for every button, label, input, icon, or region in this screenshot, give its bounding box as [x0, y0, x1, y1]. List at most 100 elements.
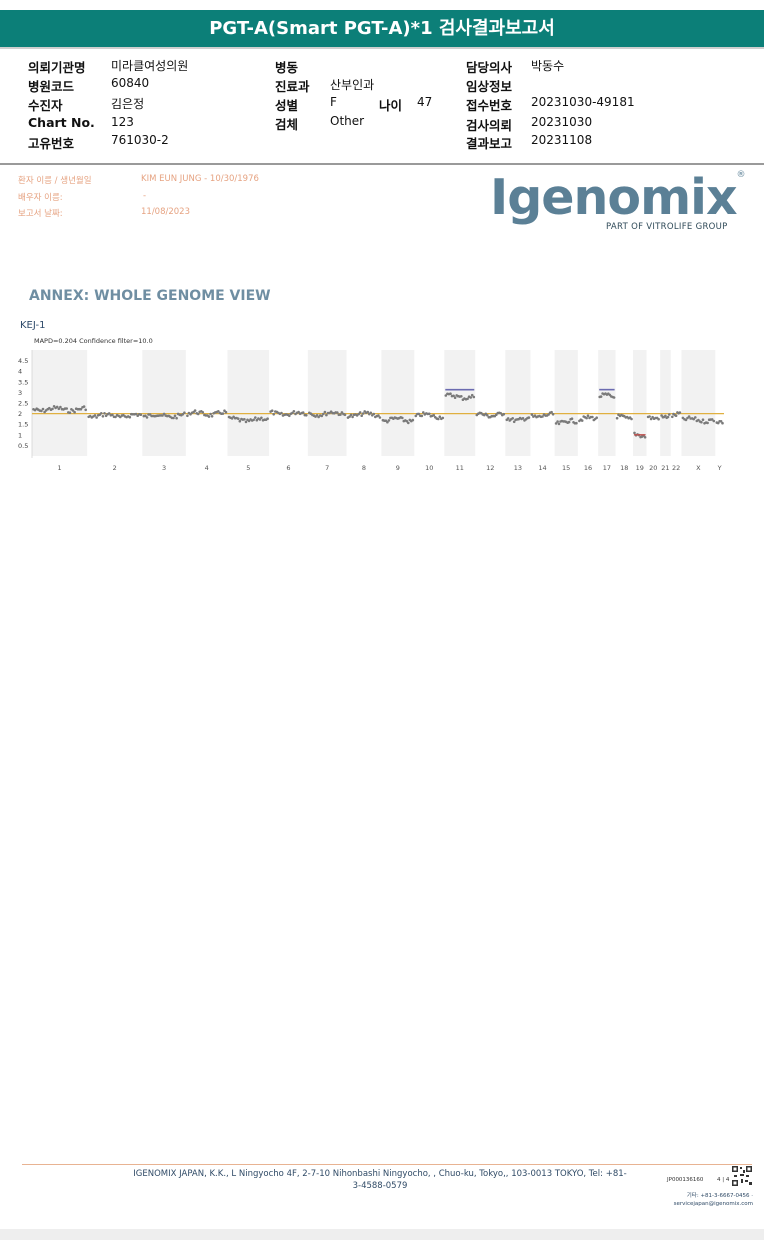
- cn-point: [422, 411, 425, 414]
- cn-point: [315, 414, 319, 417]
- cn-point: [79, 407, 83, 411]
- cn-point: [366, 410, 370, 414]
- cn-point: [469, 396, 473, 399]
- label-clinical-info: 임상정보: [466, 79, 513, 94]
- igenomix-logo: Igenomix® PART OF VITROLIFE GROUP: [490, 170, 760, 240]
- cn-point: [712, 419, 716, 423]
- cn-point: [502, 412, 506, 416]
- cn-point: [414, 414, 418, 418]
- cn-point: [162, 412, 166, 416]
- cn-point: [260, 416, 263, 420]
- report-date-value: 11/08/2023: [141, 207, 190, 217]
- cn-point: [407, 421, 410, 425]
- chromosome-label: 9: [396, 464, 400, 472]
- cn-point: [348, 415, 351, 418]
- cn-point: [438, 415, 442, 418]
- cn-point: [387, 419, 391, 422]
- cn-point: [441, 416, 445, 420]
- y-tick-label: 2.5: [18, 400, 28, 408]
- cn-point: [437, 417, 440, 421]
- cn-point: [684, 418, 688, 422]
- patient-name-value: KIM EUN JUNG - 10/30/1976: [141, 174, 259, 184]
- cn-point: [59, 405, 62, 409]
- value-unique-no: 761030-2: [111, 133, 169, 147]
- cn-point: [556, 420, 559, 423]
- cn-point: [541, 415, 544, 418]
- cn-point: [351, 415, 354, 419]
- bottom-bar: [0, 1229, 764, 1240]
- cn-point: [266, 417, 269, 420]
- cn-point: [706, 421, 709, 425]
- footer-divider: [22, 1164, 752, 1165]
- chromosome-band: [598, 350, 616, 456]
- y-tick-label: 1: [18, 431, 22, 439]
- cn-point: [196, 412, 200, 416]
- label-report-date: 결과보고: [466, 136, 513, 151]
- chromosome-label: X: [696, 464, 701, 472]
- cn-point: [649, 417, 653, 421]
- cn-point: [237, 417, 240, 420]
- cn-point: [466, 397, 469, 401]
- cn-point: [586, 414, 590, 417]
- y-tick-label: 3: [18, 389, 22, 397]
- cn-point: [449, 392, 452, 395]
- cn-point: [193, 409, 197, 412]
- chromosome-label: 2: [113, 464, 117, 472]
- cn-point: [301, 411, 305, 414]
- label-specimen: 검체: [275, 117, 299, 132]
- cn-point: [144, 414, 147, 418]
- cn-point: [288, 414, 291, 418]
- chromosome-label: 19: [636, 464, 644, 472]
- chromosome-band: [381, 350, 415, 456]
- chromosome-label: 15: [562, 464, 570, 472]
- label-sex: 성별: [275, 98, 299, 113]
- cn-point: [41, 407, 45, 411]
- cn-point: [139, 413, 143, 416]
- cn-point: [209, 412, 212, 416]
- cn-point: [595, 416, 598, 419]
- label-chart-no: Chart No.: [28, 115, 95, 130]
- cn-point: [700, 420, 703, 424]
- chromosome-label: 22: [672, 464, 680, 472]
- cn-point: [630, 417, 633, 421]
- cn-point: [664, 414, 667, 418]
- cn-point: [272, 413, 276, 416]
- cn-point: [692, 417, 695, 421]
- cn-point: [244, 420, 248, 424]
- cn-point: [668, 413, 671, 416]
- cn-point: [361, 412, 365, 415]
- y-tick-label: 0.5: [18, 442, 28, 450]
- chromosome-label: 1: [58, 464, 62, 472]
- cn-point: [183, 411, 186, 414]
- cn-point: [145, 416, 149, 419]
- cn-point: [411, 418, 415, 422]
- value-hospital-code: 60840: [111, 76, 150, 90]
- cn-point: [173, 414, 177, 418]
- cn-point: [372, 412, 376, 416]
- chromosome-band: [660, 350, 671, 456]
- cn-point: [701, 418, 705, 421]
- chromosome-label: 6: [286, 464, 290, 472]
- value-institution: 미라클여성의원: [111, 59, 189, 73]
- cn-point: [643, 436, 647, 439]
- cn-point: [270, 409, 274, 412]
- cn-point: [432, 414, 436, 417]
- cn-point: [128, 415, 132, 419]
- cn-point: [378, 416, 382, 419]
- cn-point: [671, 415, 674, 419]
- label-ward: 병동: [275, 60, 299, 75]
- cn-point: [322, 412, 325, 416]
- chromosome-label: 3: [162, 464, 166, 472]
- qr-code-icon: [731, 1165, 753, 1187]
- chromosome-label: 16: [584, 464, 592, 472]
- y-tick-label: 2: [18, 410, 22, 418]
- cn-point: [40, 409, 43, 413]
- cn-point: [666, 415, 670, 419]
- partner-name-value: -: [143, 191, 147, 201]
- mapd-note: MAPD=0.204 Confidence filter=10.0: [34, 337, 153, 345]
- value-specimen: Other: [330, 114, 365, 128]
- y-tick-label: 3.5: [18, 378, 28, 386]
- value-report-date: 20231108: [531, 133, 593, 147]
- cn-point: [325, 413, 328, 417]
- cn-point: [238, 419, 242, 423]
